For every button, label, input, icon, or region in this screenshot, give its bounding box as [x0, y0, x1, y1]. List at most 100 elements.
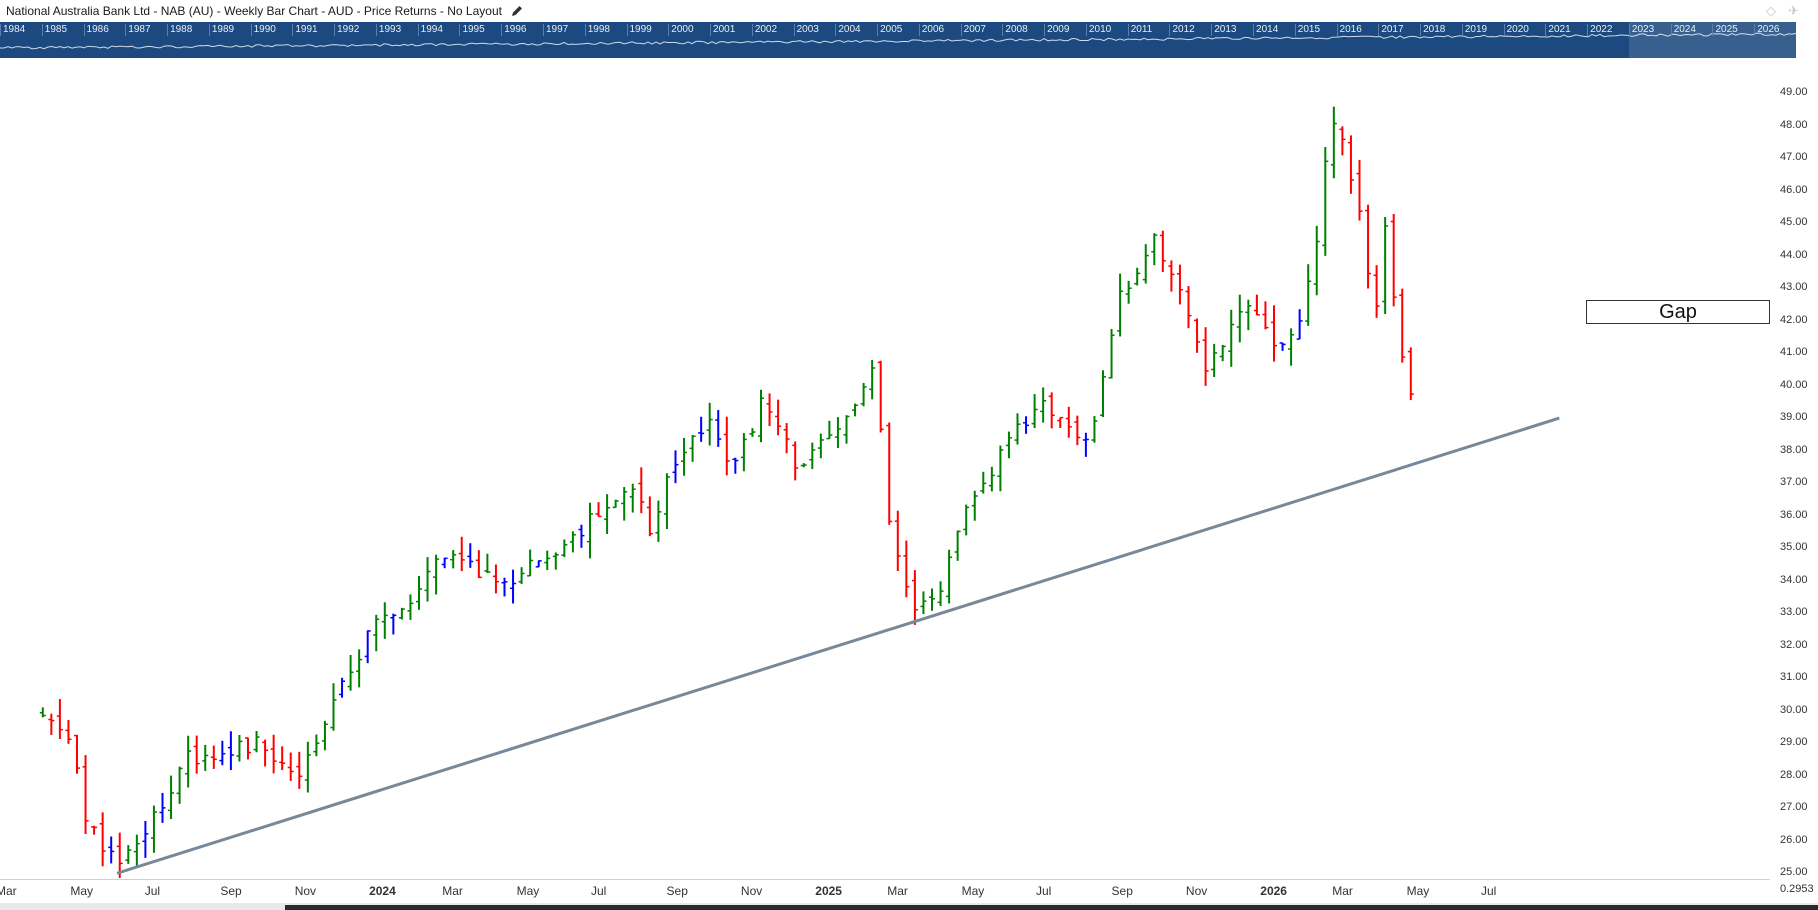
time-tick-label: Mar	[442, 884, 463, 898]
ohlc-bar	[1382, 216, 1389, 314]
ohlc-bar	[792, 441, 799, 481]
time-tick-label: Mar	[887, 884, 908, 898]
ohlc-bar	[1296, 309, 1303, 340]
navigator-year-label: 1985	[41, 24, 67, 36]
ohlc-bar	[48, 713, 55, 735]
ohlc-bar	[1176, 264, 1183, 305]
navigator-year-label: 2006	[918, 24, 944, 36]
price-tick-label: 38.00	[1780, 443, 1808, 456]
time-tick-label: May	[516, 884, 540, 898]
navigator-year-label: 1998	[584, 24, 610, 36]
time-axis[interactable]: Mar May Jul Sep Nov 2024 Mar May Jul Sep Nov 2025 Ma…	[0, 879, 1770, 902]
chart-header: National Australia Bank Ltd - NAB (AU) -…	[0, 0, 1818, 22]
ohlc-bar	[296, 751, 303, 789]
price-tick-label: 29.00	[1780, 736, 1808, 749]
navigator-year-label: 2025	[1712, 24, 1738, 36]
ohlc-bar	[698, 416, 705, 442]
ohlc-bar	[125, 845, 132, 864]
ohlc-bar	[621, 487, 628, 521]
ohlc-bar	[646, 496, 653, 537]
navigator-year-label: 1987	[125, 24, 151, 36]
ohlc-bar	[766, 393, 773, 427]
ohlc-bar	[219, 740, 226, 766]
ohlc-bar	[817, 433, 824, 459]
ohlc-bar	[1279, 342, 1286, 351]
ohlc-bar	[1347, 135, 1354, 194]
navigator-year-label: 1988	[167, 24, 192, 36]
ohlc-bar	[527, 549, 534, 577]
navigator-year-label: 2015	[1294, 24, 1320, 36]
ohlc-bar	[159, 792, 166, 823]
price-tick-label: 48.00	[1780, 118, 1808, 131]
gap-label[interactable]: Gap	[1586, 300, 1770, 324]
trendline[interactable]	[116, 416, 1560, 875]
navigator-year-label: 2021	[1545, 24, 1571, 36]
ohlc-bar	[415, 576, 422, 610]
ohlc-bar	[262, 739, 269, 767]
price-axis[interactable]: 25.00 26.00 27.00 28.00 29.00 30.00 31.00 32.00…	[1770, 58, 1818, 886]
ohlc-bar	[1288, 328, 1295, 366]
pencil-icon[interactable]	[510, 4, 524, 18]
ohlc-bar	[1219, 344, 1226, 362]
ohlc-bar	[997, 445, 1004, 492]
navigator-year-label: 2009	[1044, 24, 1069, 36]
ohlc-bar	[202, 744, 209, 771]
ohlc-bar	[1236, 294, 1243, 343]
navigator-year-label: 1992	[334, 24, 359, 36]
ohlc-bar	[185, 735, 192, 788]
ohlc-bar	[1407, 347, 1414, 401]
ohlc-bar	[655, 500, 662, 542]
time-tick-label: Jul	[1480, 884, 1497, 898]
navigator-year-label: 2005	[877, 24, 902, 36]
ohlc-bar	[552, 552, 559, 570]
time-tick-label: 2026	[1260, 884, 1287, 898]
ohlc-bar	[321, 720, 328, 751]
navigator-year-label: 2012	[1169, 24, 1195, 36]
ohlc-bar	[356, 649, 363, 688]
ohlc-bar	[1399, 288, 1406, 363]
price-tick-label: 25.00	[1780, 866, 1808, 879]
ohlc-bar	[1365, 204, 1372, 289]
ohlc-bar	[586, 502, 593, 559]
ohlc-bar	[954, 530, 961, 561]
date-range-navigator[interactable]: 1984 1985 1986 1987 1988 1989 1990 1991 1992 1993…	[0, 22, 1796, 58]
ohlc-bar	[629, 483, 636, 513]
navigator-year-label: 2016	[1336, 24, 1362, 36]
ohlc-bar	[364, 630, 371, 664]
navigator-year-label: 1997	[542, 24, 568, 36]
ohlc-bar	[1373, 265, 1380, 318]
ohlc-bar	[1313, 225, 1320, 296]
ohlc-bar	[946, 549, 953, 604]
navigator-year-label: 1995	[459, 24, 485, 36]
ohlc-bar	[544, 550, 551, 571]
ohlc-bar	[860, 382, 867, 407]
ohlc-bar	[56, 699, 63, 739]
diamond-icon[interactable]: ◇	[1766, 3, 1776, 18]
ohlc-bar	[757, 389, 764, 443]
ohlc-bar	[433, 554, 440, 595]
ohlc-bar	[1245, 299, 1252, 331]
ohlc-bar	[108, 836, 115, 864]
ohlc-bar	[1134, 267, 1141, 286]
ohlc-bar	[715, 410, 722, 447]
ohlc-bar	[518, 567, 525, 585]
price-tick-label: 46.00	[1780, 183, 1808, 196]
navigator-year-label: 1990	[250, 24, 276, 36]
ohlc-bar	[663, 473, 670, 530]
price-tick-label: 36.00	[1780, 508, 1808, 521]
ohlc-bar	[826, 420, 833, 440]
ohlc-bar	[1168, 260, 1175, 292]
ohlc-bar	[535, 560, 542, 568]
pin-icon[interactable]: ✈	[1788, 3, 1799, 18]
ohlc-bar	[809, 442, 816, 470]
ohlc-bar	[971, 490, 978, 521]
ohlc-bar	[612, 499, 619, 509]
scrollbar-thumb[interactable]	[285, 905, 1818, 910]
ohlc-bar	[604, 494, 611, 535]
navigator-year-label: 2014	[1253, 24, 1278, 36]
price-tick-label: 49.00	[1780, 86, 1808, 98]
navigator-year-label: 1994	[417, 24, 443, 36]
ohlc-bar	[424, 557, 431, 602]
price-chart-plot[interactable]	[0, 58, 1770, 878]
ohlc-bar	[1194, 318, 1201, 353]
